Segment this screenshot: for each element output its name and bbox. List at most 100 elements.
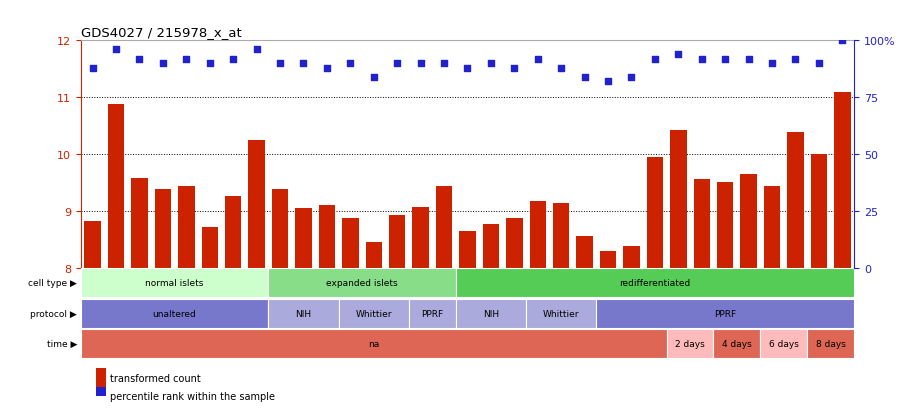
Point [390, 61, 405, 67]
Bar [295, 209, 312, 413]
Bar [85, 221, 101, 413]
Text: 4 days: 4 days [722, 339, 752, 348]
Bar [96, 368, 106, 387]
Point [507, 65, 521, 72]
Point [695, 56, 709, 63]
Point [367, 74, 381, 81]
Bar [108, 105, 124, 413]
Bar [81, 299, 268, 328]
Text: Whittier: Whittier [355, 309, 392, 318]
Point [460, 65, 475, 72]
Bar [268, 299, 339, 328]
Bar [788, 133, 804, 413]
Bar [155, 190, 171, 413]
Text: na: na [369, 339, 379, 348]
Point [202, 61, 217, 67]
Bar [600, 251, 616, 413]
Bar [717, 183, 734, 413]
Text: 2 days: 2 days [675, 339, 705, 348]
Point [320, 65, 334, 72]
Bar [670, 131, 687, 413]
Bar [413, 207, 429, 413]
Point [718, 56, 733, 63]
Bar [807, 329, 854, 358]
Point [765, 61, 779, 67]
Bar [834, 93, 850, 413]
Point [156, 61, 170, 67]
Text: NIH: NIH [483, 309, 499, 318]
Bar [459, 231, 476, 413]
Text: GDS4027 / 215978_x_at: GDS4027 / 215978_x_at [81, 26, 242, 39]
Point [812, 61, 826, 67]
Bar [741, 175, 757, 413]
Bar [553, 203, 569, 413]
Bar [576, 237, 592, 413]
Text: cell type ▶: cell type ▶ [28, 279, 77, 287]
Bar [456, 268, 854, 298]
Text: PPRF: PPRF [422, 309, 443, 318]
Point [343, 61, 358, 67]
Bar [178, 187, 194, 413]
Point [647, 56, 662, 63]
Point [132, 56, 147, 63]
Point [624, 74, 638, 81]
Point [530, 56, 545, 63]
Point [179, 56, 193, 63]
Bar [339, 299, 409, 328]
Text: protocol ▶: protocol ▶ [31, 309, 77, 318]
Bar [526, 299, 596, 328]
Text: redifferentiated: redifferentiated [619, 279, 690, 287]
Bar [409, 299, 456, 328]
Text: normal islets: normal islets [146, 279, 204, 287]
Bar [761, 329, 807, 358]
Bar [506, 219, 522, 413]
Point [788, 56, 803, 63]
Point [437, 61, 451, 67]
Bar [201, 227, 218, 413]
Bar [456, 299, 526, 328]
Point [554, 65, 568, 72]
Bar [530, 201, 546, 413]
Text: PPRF: PPRF [714, 309, 736, 318]
Text: transformed count: transformed count [111, 373, 201, 382]
Bar [96, 387, 106, 406]
Bar [596, 299, 854, 328]
Bar [483, 224, 499, 413]
Point [109, 47, 123, 54]
Bar [81, 329, 667, 358]
Point [297, 61, 311, 67]
Bar [319, 205, 335, 413]
Bar [646, 157, 663, 413]
Bar [811, 154, 827, 413]
Point [577, 74, 592, 81]
Point [835, 38, 850, 45]
Text: 8 days: 8 days [815, 339, 846, 348]
Point [601, 79, 615, 85]
Text: 6 days: 6 days [769, 339, 798, 348]
Point [672, 52, 686, 58]
Text: Whittier: Whittier [543, 309, 580, 318]
Bar [81, 268, 268, 298]
Bar [268, 268, 456, 298]
Text: NIH: NIH [296, 309, 312, 318]
Point [742, 56, 756, 63]
Bar [343, 218, 359, 413]
Text: percentile rank within the sample: percentile rank within the sample [111, 392, 275, 401]
Point [226, 56, 240, 63]
Bar [389, 215, 405, 413]
Bar [693, 180, 710, 413]
Bar [714, 329, 761, 358]
Point [414, 61, 428, 67]
Text: unaltered: unaltered [153, 309, 197, 318]
Bar [623, 247, 640, 413]
Point [85, 65, 100, 72]
Bar [436, 186, 452, 413]
Bar [366, 242, 382, 413]
Bar [248, 140, 265, 413]
Point [273, 61, 288, 67]
Text: time ▶: time ▶ [47, 339, 77, 348]
Text: expanded islets: expanded islets [326, 279, 398, 287]
Bar [764, 186, 780, 413]
Bar [667, 329, 714, 358]
Point [249, 47, 263, 54]
